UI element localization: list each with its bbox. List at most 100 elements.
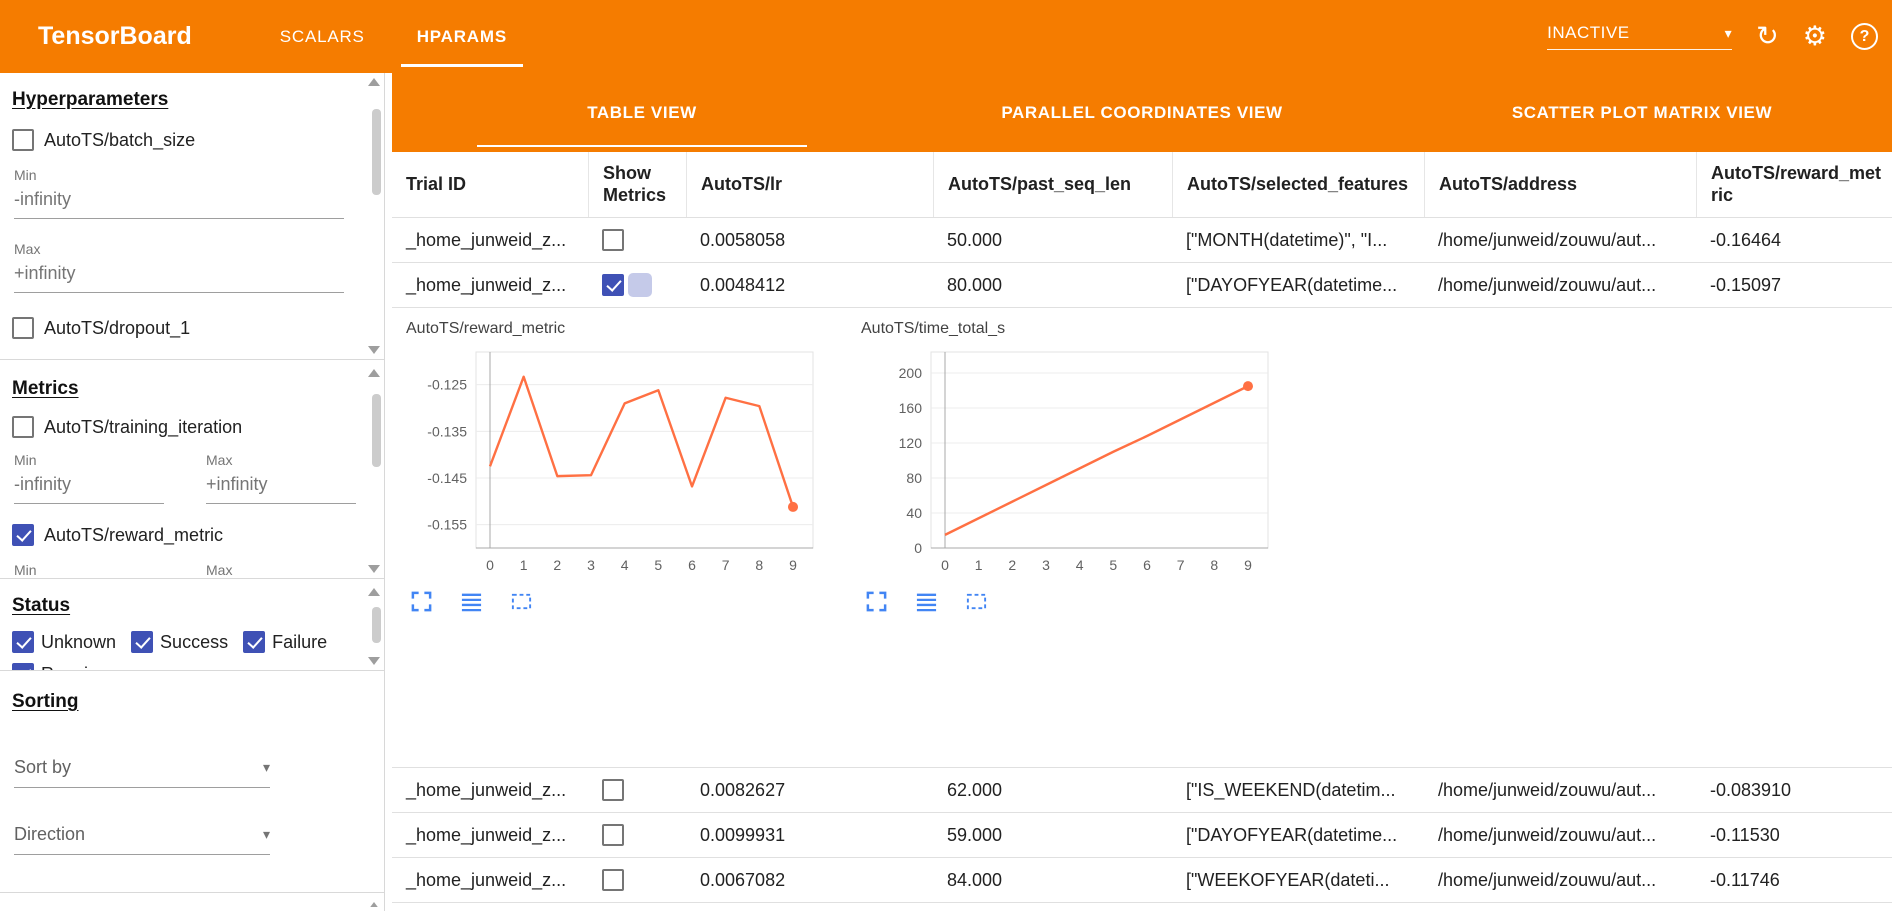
svg-text:5: 5 xyxy=(1109,557,1117,573)
metric-training-iteration-row[interactable]: AutoTS/training_iteration xyxy=(12,416,384,438)
status-success[interactable]: Success xyxy=(131,631,228,653)
tab-parallel-coordinates-view[interactable]: PARALLEL COORDINATES VIEW xyxy=(892,73,1392,152)
show-metrics-checkbox[interactable] xyxy=(602,869,624,891)
sort-by-select[interactable]: Sort by ▾ xyxy=(14,757,270,788)
scroll-up-arrow[interactable] xyxy=(368,588,380,596)
reward-metric-line-chart: -0.125 -0.135 -0.145 -0.155 0 1 2 3 4 5 6 7 8 9 xyxy=(427,351,814,573)
scroll-thumb[interactable] xyxy=(372,394,381,467)
metric-training-iteration-label: AutoTS/training_iteration xyxy=(44,416,243,437)
hparam-dropout-label: AutoTS/dropout_1 xyxy=(44,317,191,338)
tab-hparams[interactable]: HPARAMS xyxy=(391,0,533,73)
col-trial-id[interactable]: Trial ID xyxy=(406,173,467,194)
scroll-down-arrow[interactable] xyxy=(368,657,380,665)
table-row: _home_junweid_z... 0.0067082 84.000 ["WEEKO… xyxy=(392,858,1892,903)
app-header: TensorBoard SCALARS HPARAMS INACTIVE ▾ ↻… xyxy=(0,0,1892,73)
status-unknown[interactable]: Unknown xyxy=(12,631,116,653)
direction-select[interactable]: Direction ▾ xyxy=(14,824,270,855)
col-selected-features[interactable]: AutoTS/selected_features xyxy=(1172,152,1424,217)
fullscreen-icon[interactable] xyxy=(410,590,433,613)
hparam-dropout-checkbox[interactable] xyxy=(12,317,34,339)
show-metrics-cell xyxy=(588,229,686,251)
cell-past-seq-len: 59.000 xyxy=(947,824,1003,845)
hyperparameters-scrollbar xyxy=(368,73,384,359)
sidebar-section-status: Status Unknown Success Failure R xyxy=(0,583,384,671)
cell-address: /home/junweid/zouwu/aut... xyxy=(1438,869,1657,890)
run-status-select[interactable]: INACTIVE ▾ xyxy=(1547,23,1733,50)
tab-scalars[interactable]: SCALARS xyxy=(254,0,391,73)
refresh-icon[interactable]: ↻ xyxy=(1756,21,1779,51)
svg-text:-0.125: -0.125 xyxy=(427,377,467,393)
fullscreen-icon[interactable] xyxy=(865,590,888,613)
show-metrics-checkbox[interactable] xyxy=(602,229,624,251)
scroll-thumb[interactable] xyxy=(372,607,381,643)
metric-training-iteration-checkbox[interactable] xyxy=(12,416,34,438)
svg-text:160: 160 xyxy=(899,400,923,416)
svg-text:3: 3 xyxy=(1042,557,1050,573)
min-input[interactable]: -infinity xyxy=(14,468,164,504)
sidebar-section-hyperparameters: Hyperparameters AutoTS/batch_size Min -i… xyxy=(0,73,384,360)
reward-metric-chart-block: AutoTS/reward_metric -0.125 -0.135 -0.145-… xyxy=(398,314,843,767)
min-input[interactable]: -infinity xyxy=(14,183,344,219)
col-show-metrics[interactable]: Show Metrics xyxy=(588,152,686,217)
sidebar-section-sorting: Sorting Sort by ▾ Direction ▾ xyxy=(0,675,384,893)
gear-icon[interactable]: ⚙ xyxy=(1802,21,1827,51)
cell-address: /home/junweid/zouwu/aut... xyxy=(1438,229,1657,250)
status-success-label: Success xyxy=(160,631,229,652)
svg-text:0: 0 xyxy=(486,557,494,573)
show-metrics-checkbox[interactable] xyxy=(602,274,624,296)
table-rows-bottom: _home_junweid_z... 0.0082627 62.000 ["IS_WE… xyxy=(392,768,1892,903)
tab-scatter-plot-matrix-view[interactable]: SCATTER PLOT MATRIX VIEW xyxy=(1392,73,1892,152)
cell-address: /home/junweid/zouwu/aut... xyxy=(1438,779,1657,800)
lines-icon[interactable] xyxy=(915,590,938,613)
col-past-seq-len[interactable]: AutoTS/past_seq_len xyxy=(933,152,1172,217)
table-row: _home_junweid_z... 0.0082627 62.000 ["IS_WE… xyxy=(392,768,1892,813)
min-label: Min xyxy=(14,452,37,468)
status-unknown-checkbox[interactable] xyxy=(12,631,34,653)
status-running[interactable]: Running xyxy=(12,663,108,670)
paging-scrollbar xyxy=(368,897,384,907)
metric-reward-metric-row[interactable]: AutoTS/reward_metric xyxy=(12,524,384,546)
status-success-checkbox[interactable] xyxy=(131,631,154,653)
scroll-thumb[interactable] xyxy=(372,109,381,195)
status-running-checkbox[interactable] xyxy=(12,663,34,670)
hparam-batch-size-row[interactable]: AutoTS/batch_size xyxy=(12,129,384,151)
cell-address: /home/junweid/zouwu/aut... xyxy=(1438,824,1657,845)
show-metrics-cell xyxy=(588,273,686,297)
scroll-down-arrow[interactable] xyxy=(368,565,380,573)
chevron-down-icon: ▾ xyxy=(262,826,270,842)
show-metrics-checkbox[interactable] xyxy=(602,779,624,801)
svg-text:5: 5 xyxy=(654,557,662,573)
show-metrics-checkbox[interactable] xyxy=(602,824,624,846)
scroll-up-arrow[interactable] xyxy=(368,902,380,907)
max-input[interactable]: +infinity xyxy=(14,257,344,293)
marquee-zoom-icon[interactable] xyxy=(965,590,988,613)
show-metrics-cell xyxy=(588,824,686,846)
marquee-zoom-icon[interactable] xyxy=(510,590,533,613)
svg-text:0: 0 xyxy=(914,540,922,556)
status-failure[interactable]: Failure xyxy=(243,631,327,653)
svg-text:-0.145: -0.145 xyxy=(427,470,467,486)
batch-size-max-field: Max +infinity xyxy=(14,241,344,293)
scroll-up-arrow[interactable] xyxy=(368,369,380,377)
max-input[interactable]: +infinity xyxy=(206,468,356,504)
sidebar-section-paging: Paging xyxy=(0,897,384,907)
status-scrollbar xyxy=(368,583,384,670)
help-icon[interactable]: ? xyxy=(1851,23,1878,50)
col-lr[interactable]: AutoTS/lr xyxy=(686,152,933,217)
tab-table-view[interactable]: TABLE VIEW xyxy=(392,73,892,152)
lines-icon[interactable] xyxy=(460,590,483,613)
metric-reward-metric-checkbox[interactable] xyxy=(12,524,34,546)
col-reward-metric[interactable]: AutoTS/reward_metric xyxy=(1696,152,1892,217)
max-label: Max xyxy=(206,452,233,468)
status-failure-checkbox[interactable] xyxy=(243,631,266,653)
hparam-dropout-row[interactable]: AutoTS/dropout_1 xyxy=(12,317,384,339)
tab-table-view-label: TABLE VIEW xyxy=(587,102,697,122)
cell-lr: 0.0067082 xyxy=(700,869,786,890)
scroll-down-arrow[interactable] xyxy=(368,346,380,354)
hparam-batch-size-checkbox[interactable] xyxy=(12,129,34,151)
training-iteration-minmax: Min -infinity Max +infinity xyxy=(14,452,384,504)
svg-text:7: 7 xyxy=(722,557,730,573)
col-address[interactable]: AutoTS/address xyxy=(1424,152,1696,217)
svg-text:9: 9 xyxy=(1244,557,1252,573)
scroll-up-arrow[interactable] xyxy=(368,78,380,86)
